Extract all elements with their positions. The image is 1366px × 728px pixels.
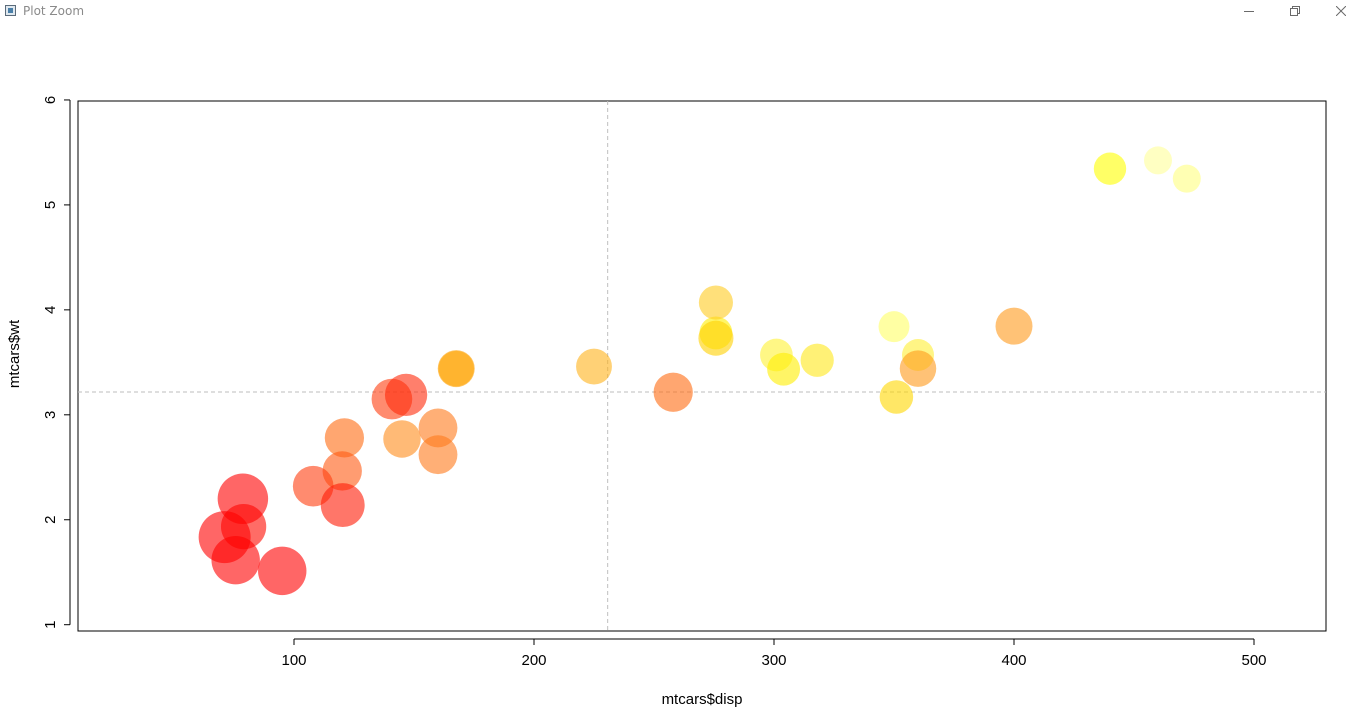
- y-tick-label: 5: [42, 201, 59, 209]
- data-point: [384, 373, 428, 417]
- restore-button[interactable]: [1272, 0, 1318, 22]
- close-icon: [1336, 6, 1346, 16]
- data-point: [217, 473, 269, 524]
- y-tick-label: 1: [42, 621, 59, 629]
- y-tick-label: 3: [42, 411, 59, 419]
- data-point: [698, 320, 734, 356]
- y-tick-label: 4: [42, 306, 59, 314]
- data-point: [1144, 146, 1172, 175]
- data-point: [418, 408, 458, 448]
- points-layer: [198, 146, 1201, 596]
- app-window-icon: [5, 5, 16, 16]
- x-tick-label: 100: [281, 652, 306, 669]
- data-point: [418, 435, 458, 475]
- data-point: [878, 311, 910, 343]
- data-point: [1172, 164, 1201, 193]
- y-tick-label: 6: [42, 96, 59, 104]
- data-point: [698, 285, 733, 320]
- y-axis: 1 2 3 4 5 6: [42, 96, 71, 629]
- data-point: [324, 418, 365, 458]
- y-tick-label: 2: [42, 516, 59, 524]
- restore-icon: [1290, 6, 1300, 16]
- data-point: [320, 483, 365, 528]
- x-tick-label: 200: [521, 652, 546, 669]
- x-axis-label: mtcars$disp: [662, 691, 743, 708]
- x-axis: 100 200 300 400 500: [281, 638, 1267, 669]
- window-titlebar: Plot Zoom: [0, 0, 1366, 22]
- data-point: [899, 350, 937, 387]
- x-tick-label: 500: [1241, 652, 1266, 669]
- data-point: [198, 511, 251, 564]
- data-point: [800, 343, 834, 377]
- data-point: [258, 546, 307, 596]
- data-point: [653, 372, 693, 412]
- x-tick-label: 400: [1001, 652, 1026, 669]
- minimize-button[interactable]: [1226, 0, 1272, 22]
- data-point: [995, 307, 1033, 345]
- y-axis-label: mtcars$wt: [6, 319, 23, 388]
- window-title: Plot Zoom: [23, 4, 85, 18]
- reference-lines: [78, 101, 1326, 631]
- close-button[interactable]: [1318, 0, 1364, 22]
- data-point: [767, 352, 801, 386]
- data-point: [383, 420, 421, 458]
- plot-frame: [77, 100, 1327, 632]
- data-point: [576, 348, 612, 385]
- data-point: [1093, 152, 1127, 185]
- x-tick-label: 300: [761, 652, 786, 669]
- minimize-icon: [1244, 11, 1254, 12]
- data-point: [879, 380, 914, 414]
- data-point: [437, 350, 475, 388]
